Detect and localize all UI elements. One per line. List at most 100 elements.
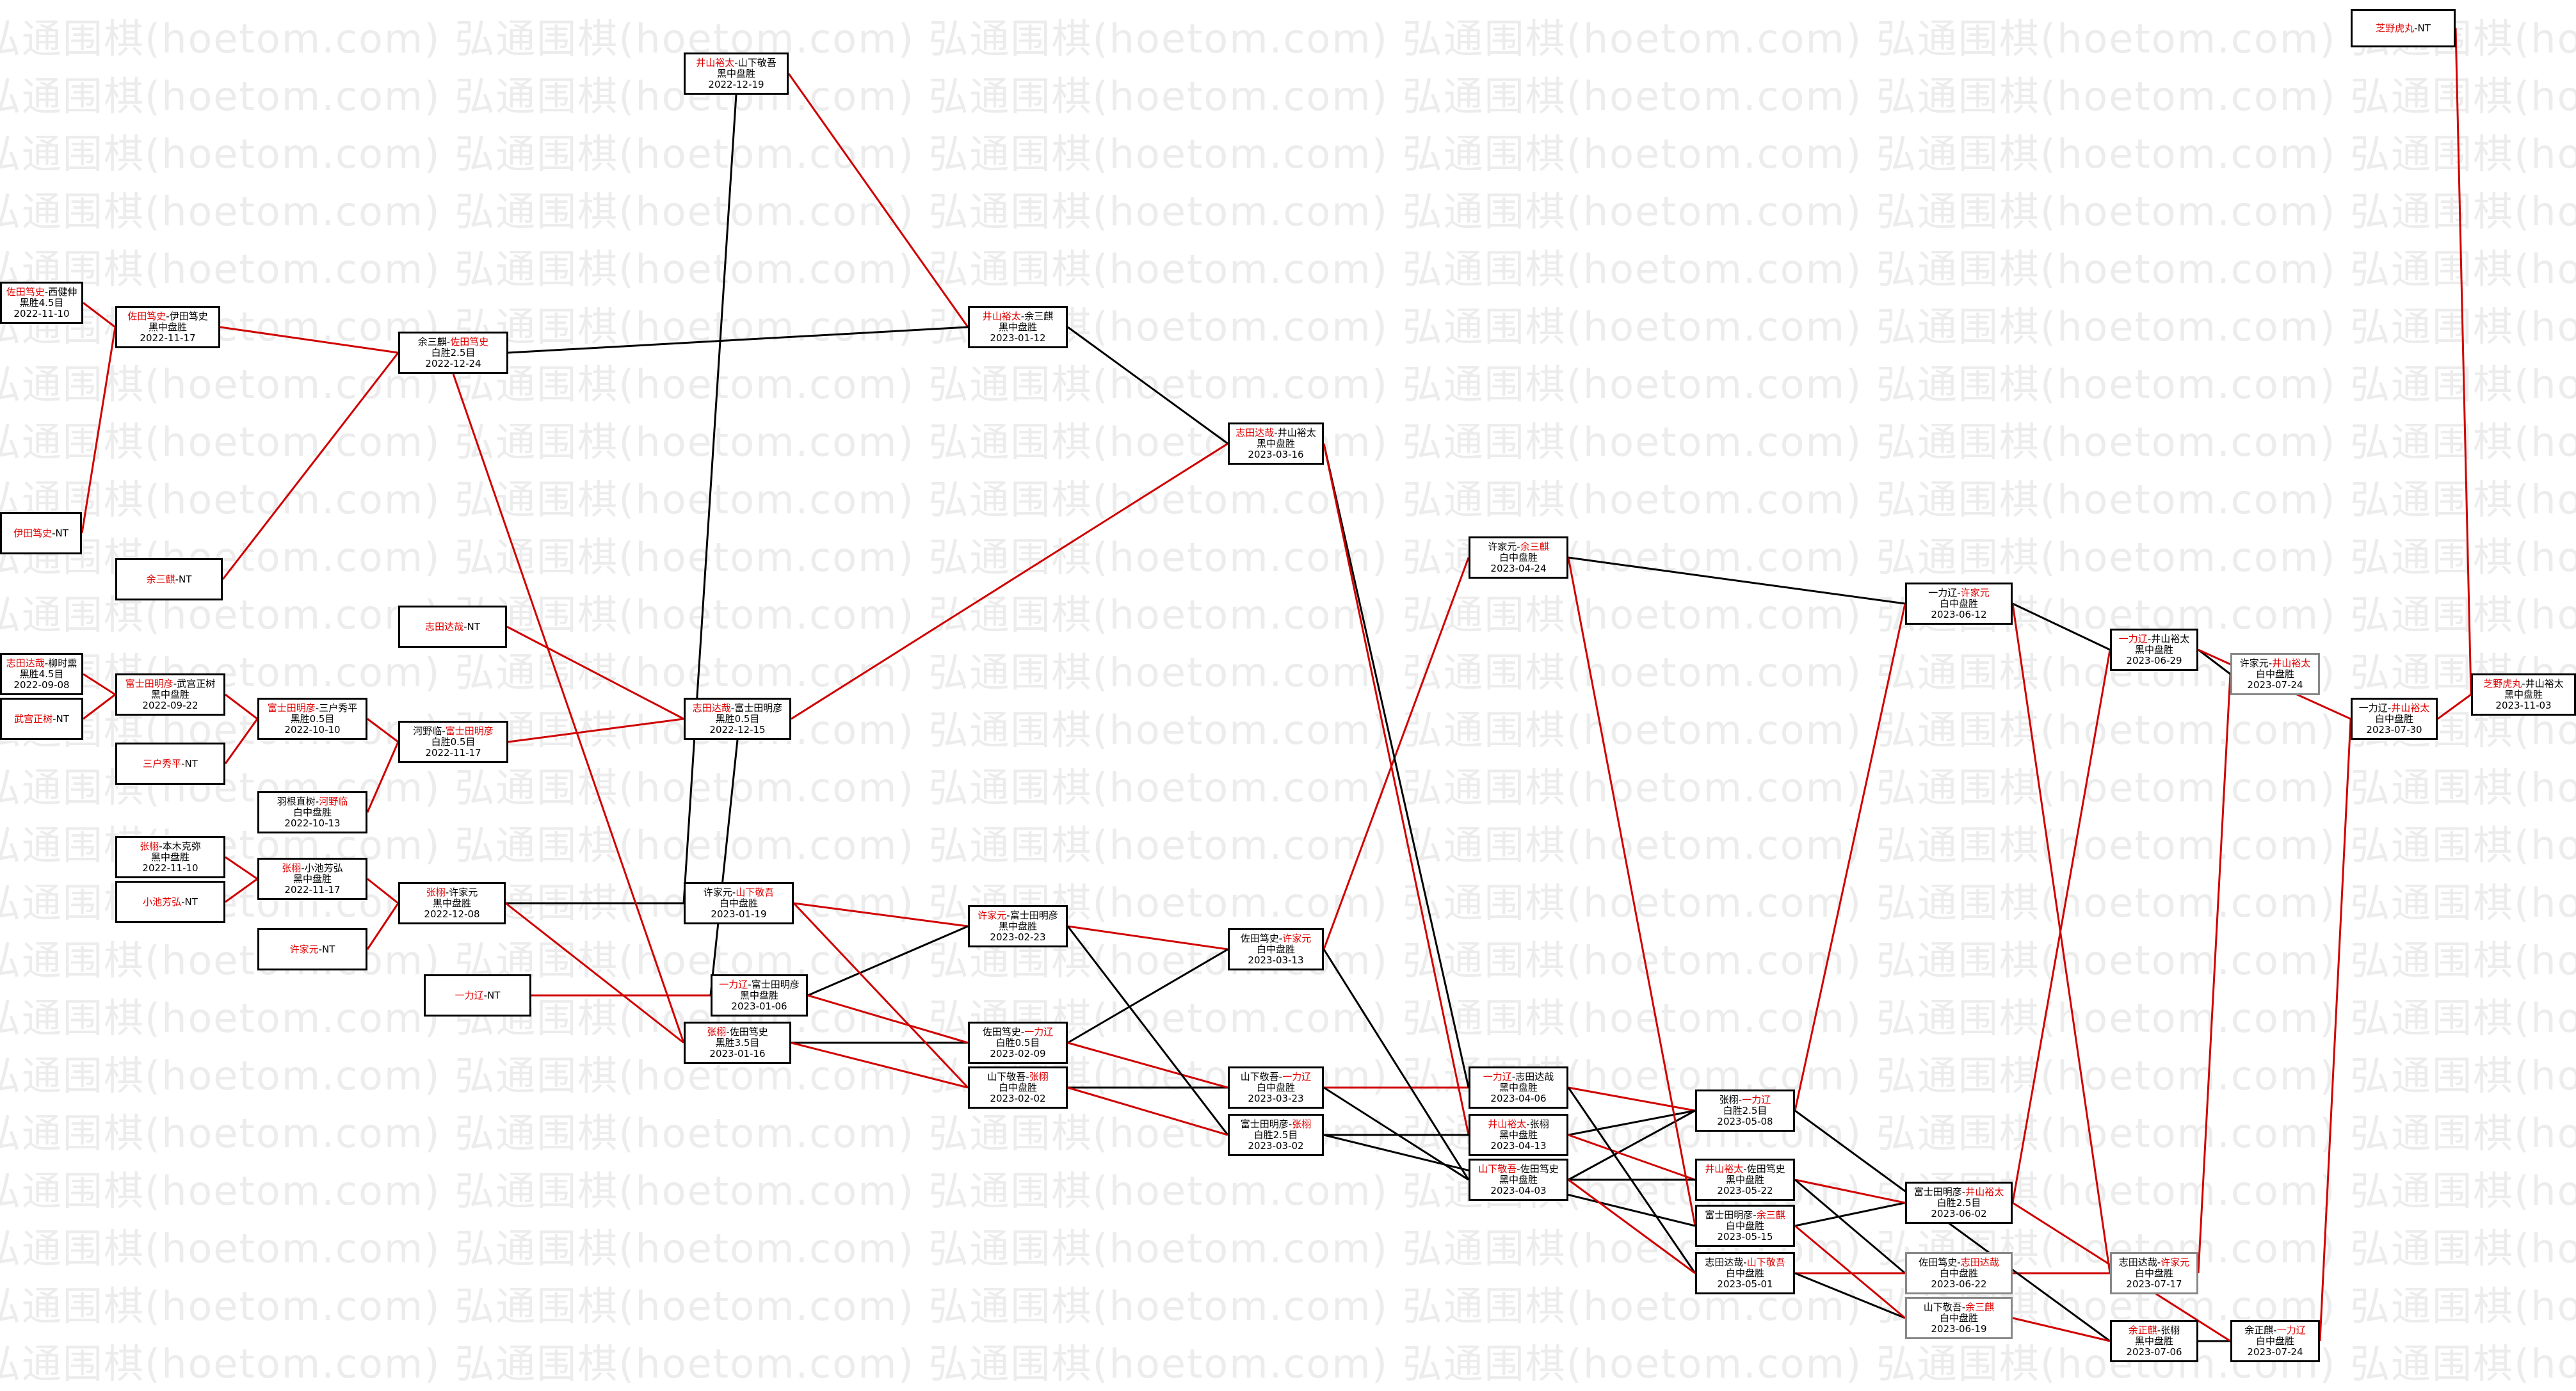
match-result: 黑胜0.5目 [290, 712, 335, 725]
match-node[interactable]: 伊田笃史-NT [0, 512, 82, 554]
match-result: 黑中盘胜 [1256, 437, 1295, 449]
match-date: 2022-11-17 [140, 332, 196, 344]
connector-line [807, 994, 969, 1044]
match-node[interactable]: 一力辽-志田达哉 黑中盘胜 2023-04-06 [1469, 1066, 1568, 1109]
match-node[interactable]: 一力辽-富士田明彦 黑中盘胜 2023-01-06 [711, 974, 808, 1017]
match-result: 白中盘胜 [1939, 1267, 1978, 1279]
player-white: 佐田笃史 [1520, 1162, 1559, 1175]
match-node[interactable]: 许家元-山下敬吾 白中盘胜 2023-01-19 [684, 882, 794, 924]
match-node[interactable]: 武宫正树-NT [0, 698, 83, 740]
match-date: 2023-06-19 [1931, 1323, 1987, 1335]
match-node[interactable]: 富士田明彦-井山裕太 白胜2.5目 2023-06-02 [1905, 1182, 2013, 1224]
match-node[interactable]: 余三麒-NT [115, 558, 223, 600]
match-date: 2022-12-15 [709, 723, 766, 736]
connector-line [1323, 443, 1470, 1136]
match-date: 2023-05-22 [1717, 1184, 1773, 1196]
match-node[interactable]: 山下敬吾-张栩 白中盘胜 2023-02-02 [968, 1066, 1068, 1109]
match-node[interactable]: 志田达哉-井山裕太 黑中盘胜 2023-03-16 [1228, 422, 1324, 465]
match-node[interactable]: 志田达哉-许家元 白中盘胜 2023-07-17 [2110, 1252, 2198, 1294]
match-node[interactable]: 张栩-佐田笃史 黑胜3.5目 2023-01-16 [684, 1022, 791, 1064]
match-node[interactable]: 井山裕太-佐田笃史 黑中盘胜 2023-05-22 [1695, 1159, 1795, 1201]
player-white: 一力辽 [1024, 1025, 1054, 1038]
match-date: 2023-03-16 [1248, 448, 1304, 460]
connector-line [1567, 557, 1696, 1226]
player-black: 井山裕太 [982, 310, 1021, 322]
match-result: 黑中盘胜 [432, 897, 471, 909]
match-node[interactable]: 张栩-本木克弥 黑中盘胜 2022-11-10 [115, 836, 225, 878]
match-result: 白中盘胜 [719, 897, 758, 909]
player-black: 羽根直树 [277, 795, 316, 807]
match-result: 黑胜3.5目 [715, 1036, 760, 1049]
match-result: 白胜2.5目 [431, 346, 476, 358]
player-black: 一力辽 [2118, 632, 2148, 645]
match-node[interactable]: 许家元-井山裕太 白中盘胜 2023-07-24 [2230, 653, 2320, 695]
match-node[interactable]: 余正麒-张栩 黑中盘胜 2023-07-06 [2110, 1320, 2198, 1362]
match-date: 2023-04-06 [1490, 1092, 1547, 1104]
match-node[interactable]: 张栩-一力辽 白胜2.5目 2023-05-08 [1695, 1089, 1795, 1132]
match-node[interactable]: 羽根直树-河野临 白中盘胜 2022-10-13 [257, 791, 367, 833]
player-black: 富士田明彦 [1913, 1186, 1962, 1198]
connector-line [452, 373, 685, 1043]
match-players: 志田达哉-许家元 [2118, 1256, 2190, 1268]
match-result: 黑中盘胜 [150, 688, 189, 700]
match-node[interactable]: 芝野虎丸-NT [2351, 9, 2456, 47]
match-node[interactable]: 芝野虎丸-井山裕太 黑中盘胜 2023-11-03 [2471, 673, 2576, 716]
connector-line [2012, 602, 2111, 651]
match-node[interactable]: 一力辽-井山裕太 白中盘胜 2023-07-30 [2351, 698, 2438, 740]
match-node[interactable]: 富士田明彦-余三麒 白中盘胜 2023-05-15 [1695, 1205, 1795, 1247]
match-node[interactable]: 小池芳弘-NT [115, 881, 225, 923]
match-node[interactable]: 志田达哉-富士田明彦 黑胜0.5目 2022-12-15 [684, 698, 791, 740]
match-node[interactable]: 张栩-许家元 黑中盘胜 2022-12-08 [398, 882, 506, 924]
player-black: 许家元 [978, 909, 1007, 921]
match-node[interactable]: 三户秀平-NT [115, 743, 225, 785]
match-node[interactable]: 许家元-富士田明彦 黑中盘胜 2023-02-23 [968, 905, 1068, 947]
match-node[interactable]: 一力辽-NT [424, 974, 531, 1017]
player-black: 山下敬吾 [987, 1070, 1026, 1082]
player-black: 张栩 [140, 840, 159, 852]
match-node[interactable]: 富士田明彦-张栩 白胜2.5目 2023-03-02 [1228, 1114, 1324, 1156]
player-black: 富士田明彦 [125, 677, 173, 689]
match-node[interactable]: 志田达哉-山下敬吾 白中盘胜 2023-05-01 [1695, 1252, 1795, 1294]
connector-line [81, 326, 117, 534]
match-date: 2023-06-02 [1931, 1207, 1987, 1219]
match-node[interactable]: 山下敬吾-余三麒 白中盘胜 2023-06-19 [1905, 1297, 2013, 1339]
match-node[interactable]: 井山裕太-余三麒 黑中盘胜 2023-01-12 [968, 306, 1068, 348]
match-node[interactable]: 张栩-小池芳弘 黑中盘胜 2022-11-17 [257, 858, 367, 900]
connector-line [508, 326, 969, 354]
match-players: 富士田明彦-井山裕太 [1913, 1186, 2004, 1198]
player-white: 张栩 [1292, 1118, 1312, 1130]
match-node[interactable]: 佐田笃史-西健伸 黑胜4.5目 2022-11-10 [0, 282, 83, 324]
match-players: 志田达哉-柳时熏 [6, 657, 77, 669]
match-date: 2022-09-08 [13, 679, 70, 691]
player-black: 一力辽 [1483, 1070, 1512, 1082]
match-node[interactable]: 山下敬吾-一力辽 白中盘胜 2023-03-23 [1228, 1066, 1324, 1109]
match-node[interactable]: 许家元-NT [257, 928, 367, 970]
match-node[interactable]: 佐田笃史-许家元 白中盘胜 2023-03-13 [1228, 928, 1324, 970]
match-players: 许家元-富士田明彦 [978, 909, 1058, 921]
match-node[interactable]: 佐田笃史-志田达哉 白中盘胜 2023-06-22 [1905, 1252, 2013, 1294]
match-node[interactable]: 富士田明彦-三户秀平 黑胜0.5目 2022-10-10 [257, 698, 367, 740]
match-players: 武宫正树-NT [14, 712, 69, 725]
match-node[interactable]: 井山裕太-山下敬吾 黑中盘胜 2022-12-19 [684, 52, 789, 95]
player-white: 许家元 [2161, 1256, 2190, 1268]
match-node[interactable]: 佐田笃史-一力辽 白胜0.5目 2023-02-09 [968, 1022, 1068, 1064]
match-node[interactable]: 富士田明彦-武宫正树 黑中盘胜 2022-09-22 [115, 673, 225, 716]
match-node[interactable]: 志田达哉-NT [398, 606, 507, 648]
player-black: 武宫正树 [14, 712, 53, 725]
match-node[interactable]: 井山裕太-张栩 黑中盘胜 2023-04-13 [1469, 1114, 1568, 1156]
match-players: 河野临-富士田明彦 [413, 725, 494, 737]
player-white: 山下敬吾 [737, 56, 777, 68]
match-result: 白胜2.5目 [1723, 1104, 1767, 1116]
player-black: 一力辽 [455, 989, 484, 1001]
connector-line [1794, 1202, 1906, 1227]
match-node[interactable]: 余三麒-佐田笃史 白胜2.5目 2022-12-24 [398, 332, 508, 374]
match-node[interactable]: 佐田笃史-伊田笃史 黑中盘胜 2022-11-17 [115, 306, 220, 348]
match-node[interactable]: 河野临-富士田明彦 白胜0.5目 2022-11-17 [398, 721, 508, 763]
match-node[interactable]: 山下敬吾-佐田笃史 黑中盘胜 2023-04-03 [1469, 1159, 1568, 1201]
match-node[interactable]: 志田达哉-柳时熏 黑胜4.5目 2022-09-08 [0, 653, 83, 695]
match-node[interactable]: 一力辽-井山裕太 黑中盘胜 2023-06-29 [2110, 629, 2198, 671]
match-node[interactable]: 余正麒-一力辽 白中盘胜 2023-07-24 [2230, 1320, 2320, 1362]
player-white: 伊田笃史 [169, 310, 208, 322]
match-node[interactable]: 许家元-余三麒 白中盘胜 2023-04-24 [1469, 536, 1568, 579]
match-node[interactable]: 一力辽-许家元 白中盘胜 2023-06-12 [1905, 583, 2013, 625]
